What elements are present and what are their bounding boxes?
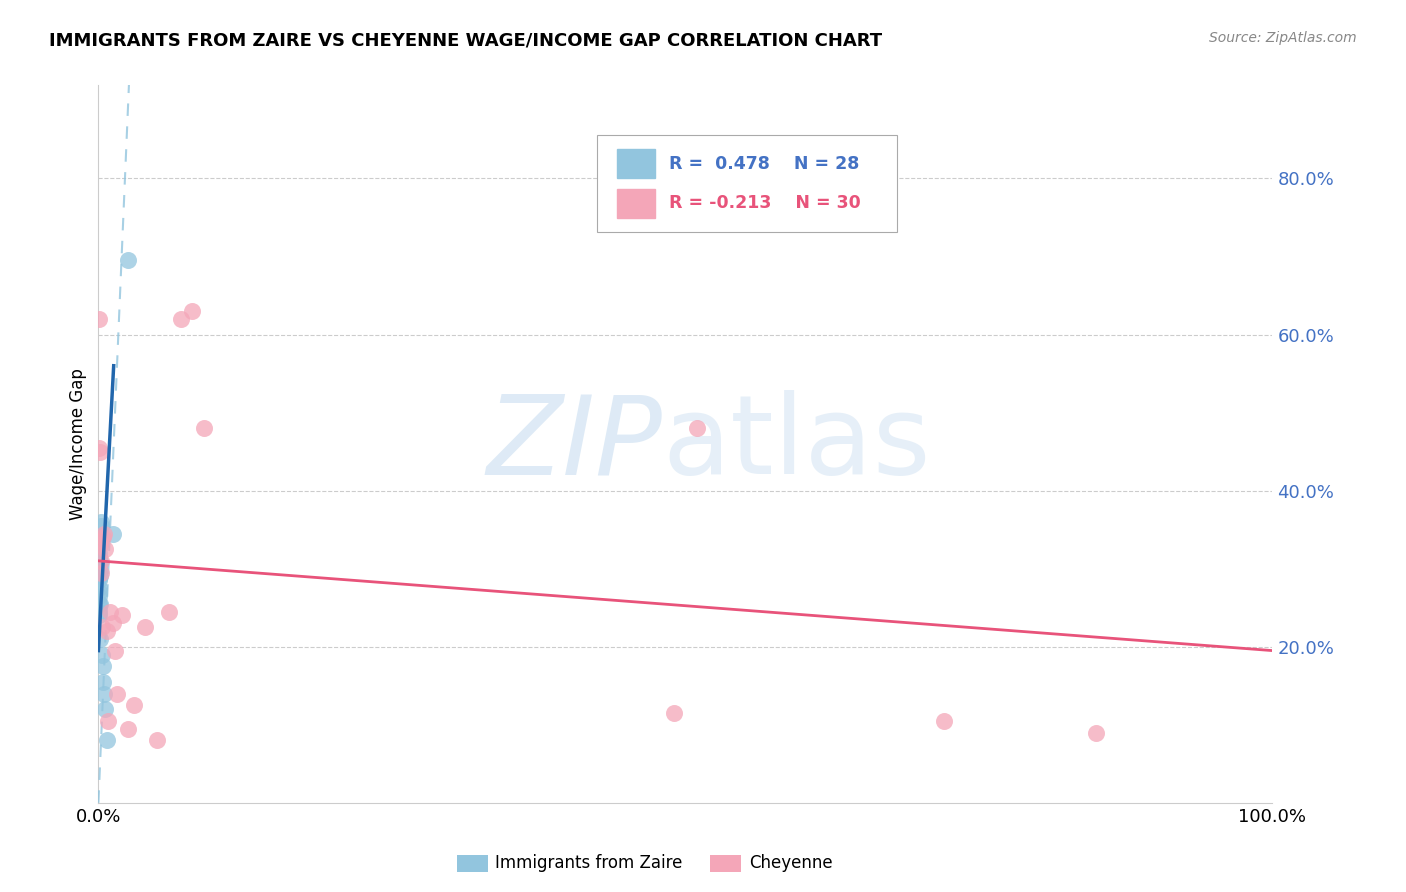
Point — [89, 441, 111, 455]
Point — [111, 608, 134, 623]
Y-axis label: Wage/Income Gap: Wage/Income Gap — [69, 368, 87, 520]
Point — [89, 444, 111, 458]
Point — [87, 605, 110, 619]
Text: Cheyenne: Cheyenne — [749, 855, 832, 872]
Text: atlas: atlas — [662, 391, 931, 497]
Point — [90, 515, 112, 529]
Point — [89, 530, 111, 544]
Text: R = -0.213    N = 30: R = -0.213 N = 30 — [669, 194, 860, 212]
Point — [89, 585, 111, 599]
Point — [91, 659, 114, 673]
Point — [101, 526, 124, 541]
Point — [89, 538, 111, 552]
Point — [105, 687, 128, 701]
Point — [87, 549, 110, 564]
Point — [87, 558, 110, 572]
Point — [122, 698, 145, 713]
FancyBboxPatch shape — [617, 189, 655, 218]
Point — [91, 674, 114, 689]
Point — [89, 554, 111, 568]
Point — [89, 546, 111, 560]
Point — [89, 597, 111, 611]
Point — [93, 526, 115, 541]
Text: Immigrants from Zaire: Immigrants from Zaire — [495, 855, 682, 872]
Point — [117, 722, 139, 736]
Point — [90, 566, 112, 580]
Point — [96, 733, 118, 747]
Point — [146, 733, 169, 747]
FancyBboxPatch shape — [598, 135, 897, 232]
Point — [193, 421, 215, 435]
Point — [134, 620, 156, 634]
Text: Source: ZipAtlas.com: Source: ZipAtlas.com — [1209, 31, 1357, 45]
Point — [117, 253, 139, 268]
Point — [89, 569, 111, 583]
Point — [87, 589, 110, 603]
Point — [686, 421, 709, 435]
Point — [89, 562, 111, 576]
Point — [181, 304, 204, 318]
Point — [89, 632, 111, 646]
Point — [96, 624, 118, 639]
Point — [98, 605, 121, 619]
Point — [87, 597, 110, 611]
Point — [662, 706, 685, 720]
Point — [87, 574, 110, 588]
Text: IMMIGRANTS FROM ZAIRE VS CHEYENNE WAGE/INCOME GAP CORRELATION CHART: IMMIGRANTS FROM ZAIRE VS CHEYENNE WAGE/I… — [49, 31, 883, 49]
Point — [932, 714, 955, 728]
Point — [89, 538, 111, 552]
Point — [157, 605, 180, 619]
Point — [104, 643, 127, 657]
Point — [89, 534, 111, 549]
Point — [87, 312, 110, 326]
Point — [101, 616, 124, 631]
FancyBboxPatch shape — [617, 149, 655, 178]
Point — [97, 714, 120, 728]
Point — [91, 530, 114, 544]
Point — [90, 518, 112, 533]
Point — [1085, 725, 1108, 739]
Point — [91, 620, 114, 634]
Point — [90, 554, 112, 568]
Point — [94, 702, 117, 716]
Point — [91, 648, 114, 662]
Point — [169, 312, 191, 326]
Text: ZIP: ZIP — [486, 391, 662, 497]
Point — [89, 608, 111, 623]
Point — [87, 566, 110, 580]
Text: R =  0.478    N = 28: R = 0.478 N = 28 — [669, 154, 859, 173]
Point — [87, 581, 110, 595]
Point — [93, 687, 115, 701]
Point — [94, 542, 117, 557]
